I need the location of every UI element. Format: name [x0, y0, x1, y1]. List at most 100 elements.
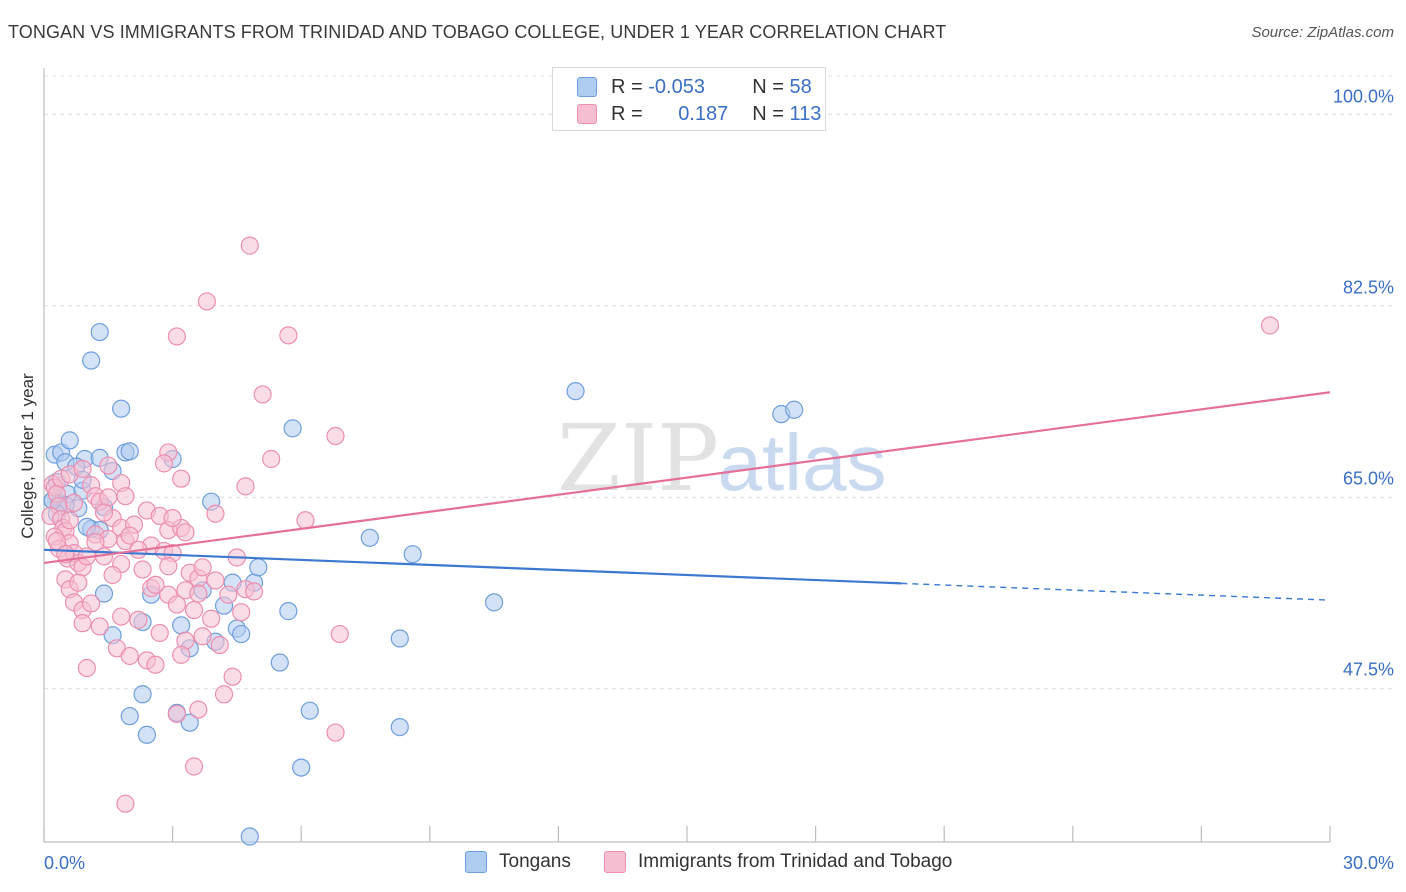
y-tick-label: 65.0%: [1342, 468, 1394, 489]
n-label: N =: [752, 102, 784, 125]
data-point: [163, 508, 182, 528]
data-point: [219, 585, 238, 604]
data-point: [566, 382, 585, 401]
data-point: [214, 685, 234, 704]
data-point: [167, 595, 186, 614]
data-point: [240, 827, 259, 846]
data-point: [69, 573, 88, 592]
data-point: [167, 704, 186, 724]
data-point: [210, 635, 229, 655]
n-value-immigrants: 113: [789, 102, 822, 125]
data-point: [133, 560, 152, 579]
trend-line-immigrants: [43, 391, 1331, 565]
legend-label-immigrants: Immigrants from Trinidad and Tobago: [638, 851, 953, 872]
data-point: [167, 327, 186, 346]
chart-title: TONGAN VS IMMIGRANTS FROM TRINIDAD AND T…: [8, 22, 947, 42]
data-point: [193, 558, 212, 577]
legend-swatch-tongans: [465, 851, 487, 873]
series-immigrants-trinidad-tobago: [41, 236, 1280, 813]
watermark-zip: ZIP: [557, 405, 719, 512]
data-point: [146, 575, 165, 594]
n-value-tongans: 58: [789, 75, 812, 98]
data-point: [253, 385, 272, 404]
data-point: [1260, 316, 1280, 335]
data-point: [326, 426, 345, 446]
data-point: [120, 707, 139, 726]
data-point: [60, 511, 79, 530]
data-point: [262, 449, 281, 469]
data-point: [240, 236, 259, 255]
data-point: [300, 701, 319, 720]
data-point: [82, 594, 101, 613]
data-point: [90, 617, 109, 636]
y-tick-label: 82.5%: [1342, 277, 1394, 298]
data-point: [197, 292, 216, 311]
data-point: [326, 723, 345, 742]
data-point: [120, 646, 139, 666]
data-point: [60, 431, 79, 450]
data-point: [99, 488, 118, 507]
data-point: [232, 603, 251, 622]
data-point: [292, 758, 311, 777]
data-point: [120, 526, 139, 545]
data-point: [279, 326, 298, 345]
r-value-tongans: -0.053: [648, 75, 705, 98]
r-value-immigrants: 0.187: [678, 102, 729, 125]
data-point: [112, 607, 131, 626]
data-point: [172, 616, 191, 635]
source-label: Source: ZipAtlas.com: [1251, 24, 1394, 41]
data-point: [184, 757, 204, 776]
r-label: R =: [611, 75, 643, 98]
stats-row-immigrants: R = 0.187 N = 113: [553, 101, 821, 127]
data-point: [180, 713, 199, 732]
legend-item-immigrants[interactable]: Immigrants from Trinidad and Tobago: [604, 851, 952, 873]
data-point: [390, 629, 409, 648]
data-point: [403, 545, 422, 564]
data-point: [223, 667, 242, 686]
data-point: [202, 609, 221, 628]
data-point: [279, 602, 298, 621]
tongans-swatch: [577, 77, 597, 97]
data-point: [206, 504, 225, 523]
data-point: [133, 685, 152, 704]
data-point: [360, 528, 379, 547]
data-point: [485, 593, 504, 612]
legend-item-tongans[interactable]: Tongans: [465, 851, 571, 873]
immigrants-swatch: [577, 104, 597, 124]
data-point: [785, 400, 804, 419]
data-point: [176, 523, 195, 542]
legend-label-tongans: Tongans: [499, 851, 571, 872]
data-point: [137, 725, 156, 744]
stats-row-tongans: R = -0.053 N = 58: [553, 74, 812, 100]
data-point: [184, 600, 204, 620]
data-point: [103, 565, 122, 585]
x-tick-label: 0.0%: [44, 853, 86, 873]
data-point: [172, 469, 191, 488]
data-point: [73, 614, 92, 633]
data-point: [90, 322, 109, 342]
data-point: [154, 454, 174, 473]
data-point: [249, 558, 268, 577]
data-point: [330, 624, 349, 644]
data-point: [129, 610, 148, 629]
data-point: [296, 511, 315, 530]
data-point: [120, 442, 139, 461]
data-point: [146, 655, 165, 674]
legend-swatch-immigrants: [604, 851, 626, 873]
data-point: [390, 717, 409, 737]
data-point: [64, 493, 84, 512]
data-point: [193, 627, 212, 646]
y-tick-label: 100.0%: [1332, 86, 1394, 107]
data-point: [189, 700, 208, 719]
axes: [43, 68, 1331, 843]
x-tick-label: 30.0%: [1342, 853, 1394, 873]
data-point: [236, 477, 255, 496]
y-tick-label: 47.5%: [1342, 659, 1394, 680]
data-point: [116, 487, 135, 506]
data-point: [172, 645, 191, 664]
data-point: [77, 658, 96, 678]
trend-line-tongans: [43, 548, 902, 585]
data-point: [232, 624, 251, 644]
data-point: [150, 623, 169, 643]
